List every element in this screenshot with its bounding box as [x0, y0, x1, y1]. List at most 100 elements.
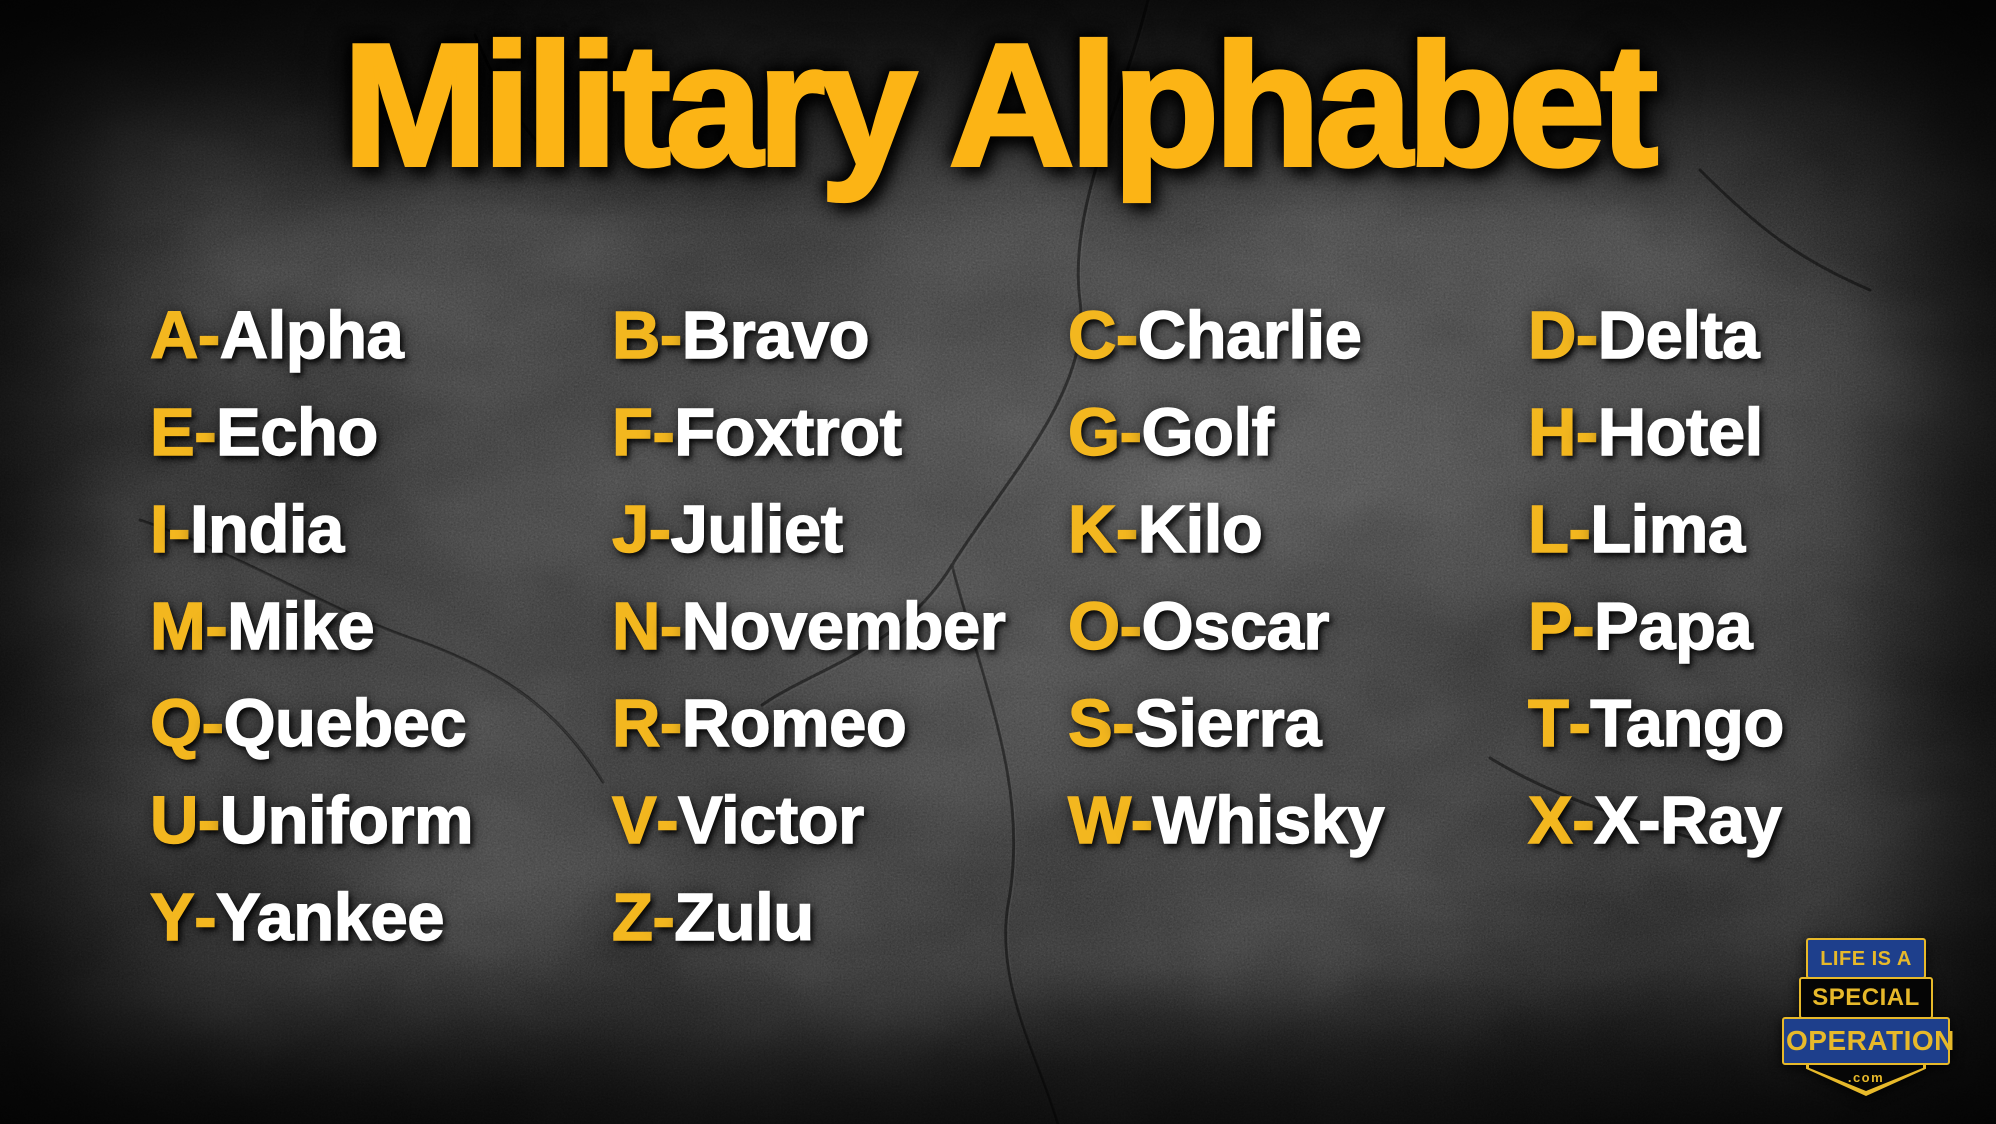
- phonetic-word: Victor: [677, 783, 865, 858]
- separator-dash: -: [648, 492, 672, 567]
- phonetic-word: X-Ray: [1593, 783, 1782, 858]
- separator-dash: -: [197, 298, 221, 373]
- separator-dash: -: [659, 686, 683, 761]
- alphabet-entry: E - Echo: [149, 384, 612, 481]
- alphabet-entry: V - Victor: [611, 772, 1068, 869]
- phonetic-letter: S: [1067, 686, 1113, 761]
- alphabet-entry: M - Mike: [149, 578, 612, 675]
- alphabet-entry: U - Uniform: [149, 772, 612, 869]
- phonetic-letter: Q: [149, 686, 203, 761]
- separator-dash: -: [652, 395, 676, 470]
- phonetic-letter: E: [149, 395, 195, 470]
- alphabet-entry: O - Oscar: [1067, 578, 1528, 675]
- logo-line2: SPECIAL: [1799, 977, 1933, 1019]
- phonetic-letter: U: [149, 783, 199, 858]
- alphabet-entry: W - Whisky: [1067, 772, 1528, 869]
- phonetic-letter: A: [149, 298, 199, 373]
- phonetic-word: Quebec: [223, 686, 468, 761]
- alphabet-entry: P - Papa: [1527, 578, 1910, 675]
- phonetic-word: Bravo: [681, 298, 870, 373]
- phonetic-letter: R: [611, 686, 661, 761]
- separator-dash: -: [1572, 783, 1596, 858]
- phonetic-letter: B: [611, 298, 661, 373]
- separator-dash: -: [194, 395, 218, 470]
- alphabet-entry: N - November: [611, 578, 1068, 675]
- alphabet-entry: G - Golf: [1067, 384, 1528, 481]
- alphabet-entry: B - Bravo: [611, 287, 1068, 384]
- phonetic-letter: W: [1067, 783, 1132, 858]
- phonetic-word: Romeo: [681, 686, 907, 761]
- phonetic-letter: Y: [149, 880, 195, 955]
- poster-title: Military Alphabet: [341, 5, 1660, 204]
- separator-dash: -: [1572, 589, 1596, 664]
- separator-dash: -: [201, 686, 225, 761]
- separator-dash: -: [1115, 298, 1139, 373]
- phonetic-word: Golf: [1141, 395, 1275, 470]
- logo-line1: LIFE IS A: [1806, 938, 1926, 979]
- alphabet-entry: I - India: [149, 481, 612, 578]
- phonetic-letter: L: [1527, 492, 1569, 567]
- alphabet-entry: Y - Yankee: [149, 869, 612, 966]
- phonetic-letter: K: [1067, 492, 1117, 567]
- phonetic-letter: H: [1527, 395, 1577, 470]
- phonetic-letter: T: [1527, 686, 1569, 761]
- alphabet-grid: A - Alpha B - Bravo C - Charlie D - Delta E - Echo…: [149, 287, 1910, 966]
- separator-dash: -: [197, 783, 221, 858]
- phonetic-word: Tango: [1590, 686, 1785, 761]
- phonetic-word: Uniform: [219, 783, 474, 858]
- phonetic-letter: C: [1067, 298, 1117, 373]
- separator-dash: -: [1112, 686, 1136, 761]
- phonetic-letter: G: [1067, 395, 1121, 470]
- phonetic-word: Lima: [1590, 492, 1746, 567]
- phonetic-word: Echo: [215, 395, 379, 470]
- phonetic-word: Kilo: [1137, 492, 1263, 567]
- phonetic-word: Papa: [1593, 589, 1753, 664]
- phonetic-word: Oscar: [1141, 589, 1330, 664]
- phonetic-letter: D: [1527, 298, 1577, 373]
- phonetic-word: Mike: [226, 589, 375, 664]
- separator-dash: -: [656, 783, 680, 858]
- alphabet-entry: S - Sierra: [1067, 675, 1528, 772]
- alphabet-entry: H - Hotel: [1527, 384, 1910, 481]
- logo-line3: OPERATION: [1782, 1017, 1954, 1065]
- alphabet-entry: R - Romeo: [611, 675, 1068, 772]
- phonetic-word: Zulu: [674, 880, 815, 955]
- phonetic-letter: Z: [611, 880, 653, 955]
- phonetic-letter: O: [1067, 589, 1121, 664]
- separator-dash: -: [1575, 298, 1599, 373]
- separator-dash: -: [659, 298, 683, 373]
- phonetic-letter: N: [611, 589, 661, 664]
- alphabet-entry: F - Foxtrot: [611, 384, 1068, 481]
- phonetic-word: Alpha: [219, 298, 405, 373]
- separator-dash: -: [1568, 686, 1592, 761]
- phonetic-word: Sierra: [1133, 686, 1322, 761]
- phonetic-word: Whisky: [1152, 783, 1385, 858]
- phonetic-word: Yankee: [215, 880, 445, 955]
- alphabet-entry: T - Tango: [1527, 675, 1910, 772]
- separator-dash: -: [659, 589, 683, 664]
- separator-dash: -: [1119, 589, 1143, 664]
- phonetic-word: November: [681, 589, 1007, 664]
- logo: LIFE IS A SPECIAL OPERATION .com: [1780, 938, 1954, 1096]
- alphabet-entry: J - Juliet: [611, 481, 1068, 578]
- separator-dash: -: [194, 880, 218, 955]
- phonetic-letter: F: [611, 395, 653, 470]
- phonetic-word: India: [189, 492, 345, 567]
- separator-dash: -: [1119, 395, 1143, 470]
- alphabet-entry: X - X-Ray: [1527, 772, 1910, 869]
- phonetic-word: Delta: [1597, 298, 1760, 373]
- alphabet-entry: C - Charlie: [1067, 287, 1528, 384]
- phonetic-letter: M: [149, 589, 206, 664]
- alphabet-entry: K - Kilo: [1067, 481, 1528, 578]
- phonetic-word: Juliet: [670, 492, 844, 567]
- alphabet-entry: Z - Zulu: [611, 869, 1068, 966]
- alphabet-entry: L - Lima: [1527, 481, 1910, 578]
- separator-dash: -: [1115, 492, 1139, 567]
- phonetic-word: Foxtrot: [674, 395, 903, 470]
- separator-dash: -: [652, 880, 676, 955]
- alphabet-entry: D - Delta: [1527, 287, 1910, 384]
- alphabet-entry: Q - Quebec: [149, 675, 612, 772]
- separator-dash: -: [167, 492, 191, 567]
- separator-dash: -: [1130, 783, 1154, 858]
